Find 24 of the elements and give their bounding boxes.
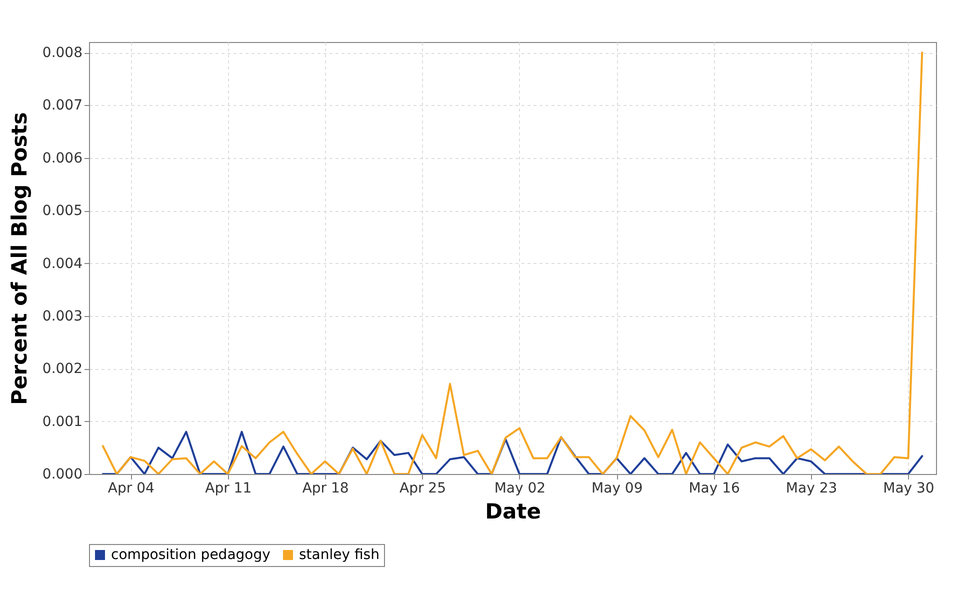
x-tick-label: Apr 11 [205, 480, 252, 496]
y-tick-label: 0.008 [42, 45, 82, 62]
y-axis-title: Percent of All Blog Posts [7, 112, 32, 405]
legend-label: composition pedagogy [111, 547, 270, 563]
y-tick-label: 0.000 [42, 466, 82, 482]
x-axis-title: Date [485, 500, 541, 524]
x-tick-label: May 16 [688, 480, 740, 496]
x-tick-label: May 23 [786, 480, 838, 496]
y-tick-label: 0.005 [42, 203, 82, 220]
y-tick-label: 0.006 [42, 150, 83, 166]
line-series [102, 430, 924, 474]
x-tick-label: May 02 [494, 480, 546, 496]
legend-label: stanley fish [299, 547, 380, 563]
x-tick-label: Apr 25 [400, 480, 446, 496]
y-tick-label: 0.001 [42, 414, 82, 430]
x-tick-label: Apr 04 [108, 480, 154, 496]
y-tick-label: 0.002 [42, 361, 82, 378]
y-tick-label: 0.007 [42, 98, 82, 114]
line-series [102, 52, 924, 474]
y-tick-label: 0.004 [42, 256, 83, 272]
x-tick-label: Apr 18 [302, 480, 349, 496]
x-tick-label: May 30 [883, 480, 934, 496]
x-tick-label: May 09 [592, 480, 643, 496]
y-tick-label: 0.003 [42, 308, 82, 324]
